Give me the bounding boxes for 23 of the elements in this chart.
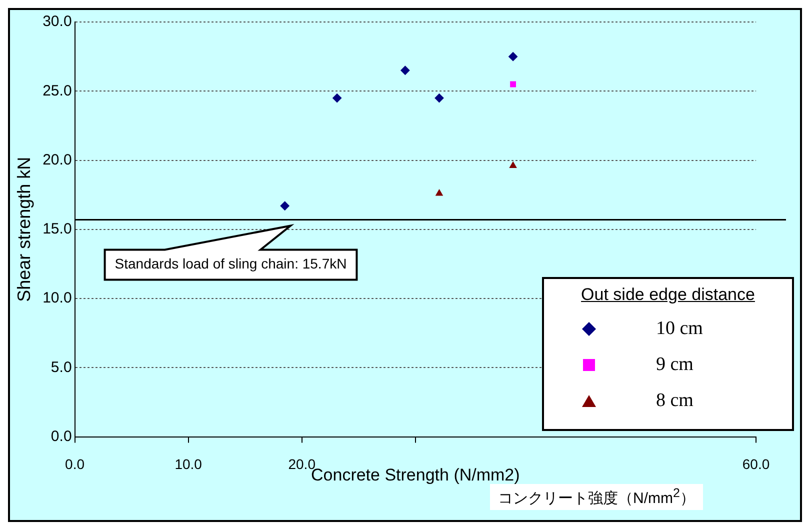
point xyxy=(510,81,516,88)
point xyxy=(436,189,443,196)
y-tick-label: 0.0 xyxy=(50,428,72,445)
y-tick-label: 10.0 xyxy=(42,290,72,307)
point xyxy=(508,52,518,62)
point xyxy=(332,94,342,103)
y-tick-label: 30.0 xyxy=(42,13,72,30)
point xyxy=(510,162,517,168)
x-tick-label: 10.0 xyxy=(174,456,202,472)
x-tick-label: 0.0 xyxy=(65,456,85,472)
ref-line-label: Standards load of sling chain: 15.7kN xyxy=(114,256,347,272)
point xyxy=(400,66,410,75)
point xyxy=(434,94,444,103)
y-axis-title: Shear strength kN xyxy=(14,156,34,302)
legend-panel: Out side edge distance 10 cm 9 cm 8 cm xyxy=(542,276,794,431)
text: コンクリート強度（N/mm$^{2}$） xyxy=(490,484,703,510)
y-tick-label: 5.0 xyxy=(50,358,72,376)
legend-title: Out side edge distance xyxy=(580,284,756,305)
y-tick-label: 20.0 xyxy=(42,151,72,168)
x-tick-label: 60.0 xyxy=(742,456,770,472)
point xyxy=(280,201,290,210)
y-tick-label: 25.0 xyxy=(42,82,72,100)
y-tick-label: 15.0 xyxy=(42,220,72,238)
